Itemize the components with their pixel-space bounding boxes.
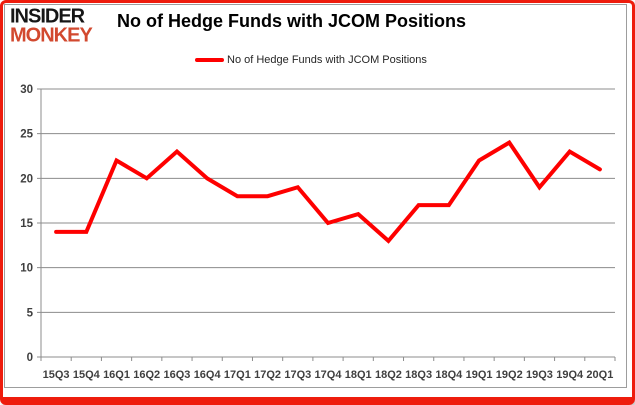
x-axis-label: 16Q1 (103, 369, 130, 381)
x-axis-label: 17Q3 (284, 369, 311, 381)
x-axis-label: 18Q1 (345, 369, 372, 381)
x-axis-label: 18Q4 (435, 369, 463, 381)
x-axis-label: 16Q2 (133, 369, 160, 381)
x-axis-label: 18Q3 (405, 369, 432, 381)
legend-line-marker (195, 58, 224, 62)
y-axis-label: 10 (20, 263, 33, 275)
series-line (54, 139, 602, 244)
legend-label: No of Hedge Funds with JCOM Positions (227, 54, 427, 66)
x-axis-label: 20Q1 (586, 369, 613, 381)
x-axis-label: 17Q4 (315, 369, 343, 381)
x-axis-label: 19Q1 (466, 369, 493, 381)
y-axis-label: 5 (27, 307, 34, 319)
y-axis-label: 25 (20, 129, 33, 141)
chart-inner-border (4, 4, 627, 388)
x-axis-label: 17Q2 (254, 369, 281, 381)
page-title: No of Hedge Funds with JCOM Positions (117, 11, 466, 31)
y-axis-label: 20 (20, 173, 33, 185)
y-axis-label: 15 (20, 218, 33, 230)
chart-legend: No of Hedge Funds with JCOM Positions (195, 54, 427, 66)
x-axis-label: 15Q3 (43, 369, 70, 381)
x-axis-label: 19Q2 (496, 369, 523, 381)
logo-monkey-text: MONKEY (10, 24, 93, 47)
x-axis-label: 16Q4 (194, 369, 222, 381)
logo-insider-text: INSIDER (10, 4, 85, 28)
x-axis-label: 15Q4 (73, 369, 101, 381)
x-axis-label: 19Q3 (526, 369, 553, 381)
x-axis-label: 19Q4 (556, 369, 584, 381)
y-axis-label: 0 (27, 352, 33, 364)
insider-monkey-logo: INSIDER MONKEY (10, 4, 93, 47)
x-axis-label: 17Q1 (224, 369, 251, 381)
x-axis-label: 16Q3 (163, 369, 190, 381)
x-axis-label: 18Q2 (375, 369, 402, 381)
y-axis-label: 30 (20, 84, 33, 96)
